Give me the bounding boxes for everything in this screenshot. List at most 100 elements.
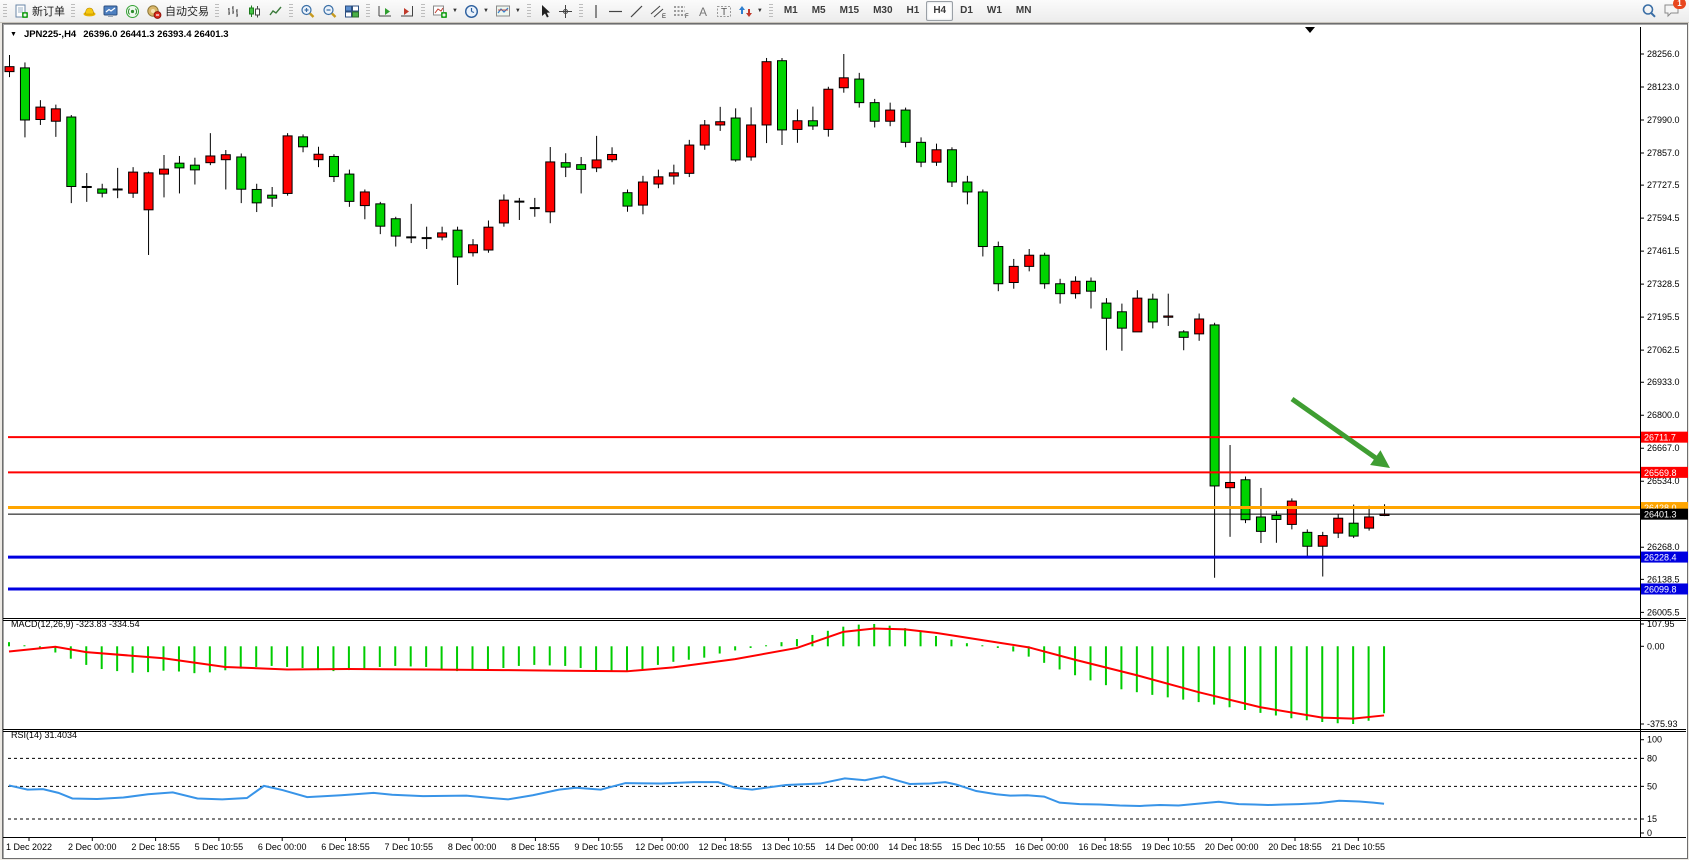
- candle-body[interactable]: [931, 149, 942, 163]
- bar-chart-mode-button[interactable]: [223, 1, 244, 21]
- candle-body[interactable]: [946, 149, 957, 183]
- candle-body[interactable]: [128, 171, 139, 194]
- candle-body[interactable]: [1039, 254, 1050, 285]
- new-order-button[interactable]: 新订单: [11, 1, 68, 21]
- candle-body[interactable]: [622, 192, 633, 207]
- candle-body[interactable]: [251, 188, 262, 204]
- candle-body[interactable]: [1178, 331, 1189, 338]
- candle-body[interactable]: [1255, 516, 1266, 532]
- tf-button-h4[interactable]: H4: [926, 1, 954, 21]
- candle-body[interactable]: [159, 168, 169, 175]
- horizontal-line-tool-button[interactable]: [605, 1, 626, 21]
- candle-body[interactable]: [545, 161, 556, 213]
- candle-body[interactable]: [777, 60, 787, 131]
- candle-body[interactable]: [529, 207, 540, 210]
- candle-body[interactable]: [854, 78, 865, 104]
- candle-body[interactable]: [220, 154, 231, 161]
- candle-body[interactable]: [483, 226, 494, 251]
- chevron-down-icon[interactable]: ▼: [482, 8, 489, 14]
- channel-tool-button[interactable]: E: [647, 1, 670, 21]
- candle-body[interactable]: [653, 176, 664, 185]
- candle-body[interactable]: [1302, 531, 1313, 547]
- tf-button-m30[interactable]: M30: [873, 5, 893, 16]
- candle-body[interactable]: [1317, 535, 1328, 547]
- candle-body[interactable]: [885, 109, 896, 122]
- tf-button-mn[interactable]: MN: [1015, 5, 1032, 16]
- candle-body[interactable]: [807, 120, 818, 127]
- line-chart-mode-button[interactable]: [265, 1, 286, 21]
- candle-body[interactable]: [406, 236, 417, 239]
- candle-body[interactable]: [1116, 311, 1127, 329]
- auto-scroll-button[interactable]: [374, 1, 396, 21]
- candle-body[interactable]: [1364, 516, 1375, 529]
- candle-body[interactable]: [1055, 283, 1066, 295]
- candle-body[interactable]: [900, 109, 911, 143]
- zoom-in-button[interactable]: [297, 1, 319, 21]
- candle-body[interactable]: [1225, 481, 1236, 489]
- candle-body[interactable]: [267, 194, 278, 199]
- market-watch-button[interactable]: [100, 1, 122, 21]
- candle-body[interactable]: [66, 116, 77, 187]
- candle-body[interactable]: [50, 108, 61, 122]
- candle-body[interactable]: [421, 237, 432, 240]
- candle-body[interactable]: [761, 61, 772, 126]
- candle-body[interactable]: [143, 172, 154, 211]
- candle-body[interactable]: [205, 155, 216, 164]
- candle-body[interactable]: [916, 141, 927, 163]
- candle-body[interactable]: [468, 244, 478, 254]
- candle-body[interactable]: [869, 102, 880, 122]
- trend-arrow-line[interactable]: [1290, 396, 1384, 465]
- candle-body[interactable]: [19, 67, 30, 121]
- candle-body[interactable]: [236, 156, 247, 190]
- arrows-tool-button[interactable]: ▼: [735, 1, 766, 21]
- candle-body[interactable]: [1008, 265, 1019, 284]
- fibonacci-tool-button[interactable]: F: [670, 1, 693, 21]
- candle-body[interactable]: [591, 159, 602, 169]
- candle-body[interactable]: [359, 191, 370, 207]
- candle-body[interactable]: [189, 164, 200, 171]
- candle-body[interactable]: [1086, 280, 1096, 292]
- candle-body[interactable]: [1271, 514, 1282, 520]
- candle-body[interactable]: [1132, 297, 1143, 333]
- candle-body[interactable]: [637, 181, 648, 206]
- candle-body[interactable]: [1024, 254, 1035, 267]
- candle-body[interactable]: [746, 124, 757, 158]
- candle-body[interactable]: [668, 172, 679, 177]
- candle-body[interactable]: [962, 181, 973, 193]
- candle-body[interactable]: [699, 124, 710, 146]
- candle-body[interactable]: [1070, 280, 1081, 295]
- candle-body[interactable]: [390, 218, 401, 237]
- candle-body[interactable]: [993, 246, 1004, 285]
- search-icon[interactable]: [1641, 3, 1657, 19]
- candle-body[interactable]: [437, 232, 448, 238]
- candle-body[interactable]: [823, 88, 834, 130]
- candle-body[interactable]: [730, 117, 741, 161]
- tf-button-m1[interactable]: M1: [783, 5, 798, 16]
- candle-body[interactable]: [81, 185, 92, 188]
- candle-body[interactable]: [112, 188, 123, 191]
- tf-button-w1[interactable]: W1: [986, 5, 1002, 16]
- candle-body[interactable]: [298, 136, 309, 148]
- tf-button-d1[interactable]: D1: [960, 5, 973, 16]
- chevron-down-icon[interactable]: ▼: [514, 8, 521, 14]
- candle-body[interactable]: [1333, 517, 1344, 534]
- candle-body[interactable]: [514, 200, 525, 203]
- chevron-down-icon[interactable]: ▼: [756, 8, 763, 14]
- notifications-button[interactable]: 1: [1663, 0, 1686, 21]
- candle-body[interactable]: [498, 199, 509, 224]
- candle-body[interactable]: [1101, 302, 1112, 319]
- candle-body[interactable]: [838, 77, 849, 89]
- text-label-tool-button[interactable]: T: [713, 1, 735, 21]
- trendline-tool-button[interactable]: [626, 1, 647, 21]
- candle-body[interactable]: [282, 135, 293, 194]
- candle-body[interactable]: [1348, 522, 1359, 537]
- candle-body[interactable]: [576, 164, 587, 170]
- tf-button-m15[interactable]: M15: [839, 5, 860, 16]
- chart-shift-button[interactable]: [396, 1, 418, 21]
- candle-body[interactable]: [715, 121, 726, 126]
- signals-button[interactable]: [122, 1, 143, 21]
- candle-body[interactable]: [1209, 324, 1220, 487]
- trend-arrow-head[interactable]: [1370, 450, 1390, 468]
- periods-button[interactable]: ▼: [461, 1, 492, 21]
